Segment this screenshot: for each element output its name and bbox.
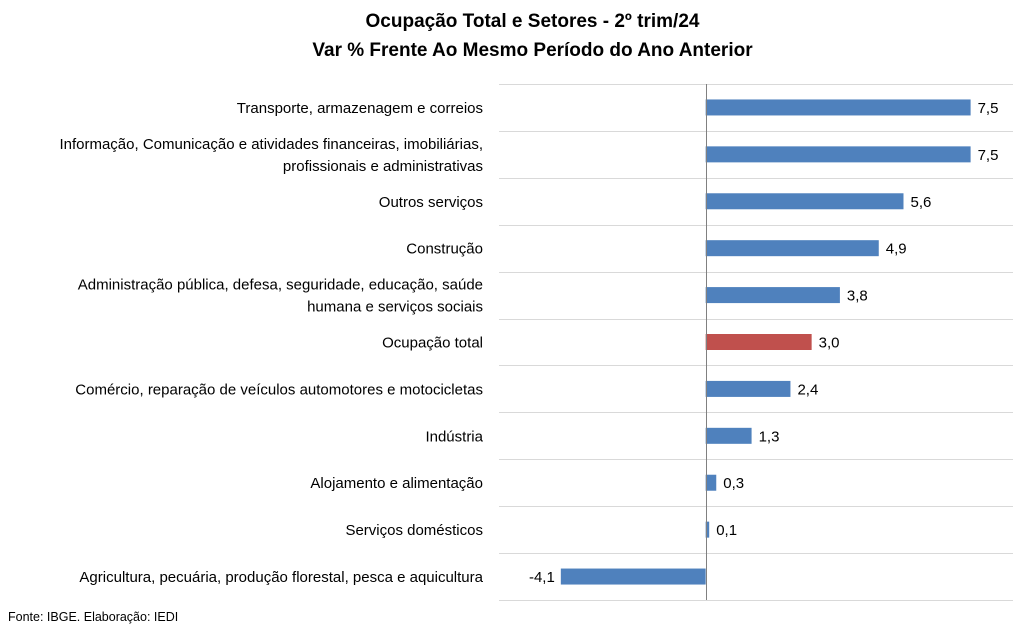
bar-4 — [705, 287, 840, 304]
data-label-5: 3,0 — [819, 335, 840, 352]
category-label-line: Indústria — [425, 428, 483, 445]
category-label-line: Informação, Comunicação e atividades fin… — [59, 136, 483, 153]
data-label-3: 4,9 — [886, 241, 907, 258]
category-label-4: Administração pública, defesa, seguridad… — [78, 277, 483, 316]
data-label-0: 7,5 — [978, 100, 999, 117]
category-label-line: Alojamento e alimentação — [310, 475, 483, 492]
category-label-3: Construção — [406, 241, 483, 258]
category-label-5: Ocupação total — [382, 335, 483, 352]
category-label-line: Transporte, armazenagem e correios — [237, 100, 483, 117]
category-label-line: humana e serviços sociais — [307, 299, 483, 316]
bar-2 — [705, 193, 904, 210]
bar-6 — [705, 380, 791, 397]
data-label-8: 0,3 — [723, 475, 744, 492]
category-label-line: Comércio, reparação de veículos automoto… — [75, 381, 483, 398]
bar-9 — [705, 521, 710, 538]
bar-1 — [705, 146, 971, 163]
category-label-9: Serviços domésticos — [345, 522, 483, 539]
bar-5 — [705, 334, 812, 350]
category-label-line: Ocupação total — [382, 335, 483, 352]
data-label-2: 5,6 — [910, 194, 931, 211]
bar-7 — [705, 427, 752, 444]
category-label-0: Transporte, armazenagem e correios — [237, 100, 483, 117]
category-label-1: Informação, Comunicação e atividades fin… — [59, 136, 483, 175]
bar-0 — [705, 99, 971, 116]
source-note: Fonte: IBGE. Elaboração: IEDI — [8, 610, 179, 624]
category-label-line: Serviços domésticos — [345, 522, 483, 539]
data-label-1: 7,5 — [978, 147, 999, 164]
category-label-line: Construção — [406, 241, 483, 258]
bar-10 — [560, 568, 706, 585]
category-label-line: Administração pública, defesa, seguridad… — [78, 277, 483, 294]
chart-title: Ocupação Total e Setores - 2º trim/24 — [365, 11, 700, 32]
category-label-line: profissionais e administrativas — [283, 158, 483, 175]
category-label-line: Outros serviços — [379, 194, 483, 211]
chart-subtitle: Var % Frente Ao Mesmo Período do Ano Ant… — [312, 40, 753, 61]
category-label-10: Agricultura, pecuária, produção floresta… — [79, 569, 483, 586]
bar-8 — [705, 474, 717, 491]
category-label-7: Indústria — [425, 428, 483, 445]
data-label-9: 0,1 — [716, 522, 737, 539]
data-label-6: 2,4 — [797, 381, 818, 398]
data-label-10: -4,1 — [529, 569, 555, 586]
category-label-8: Alojamento e alimentação — [310, 475, 483, 492]
category-label-2: Outros serviços — [379, 194, 483, 211]
category-label-6: Comércio, reparação de veículos automoto… — [75, 381, 483, 398]
data-label-7: 1,3 — [759, 428, 780, 445]
data-label-4: 3,8 — [847, 288, 868, 305]
bar-3 — [705, 240, 879, 257]
category-label-line: Agricultura, pecuária, produção floresta… — [79, 569, 483, 586]
